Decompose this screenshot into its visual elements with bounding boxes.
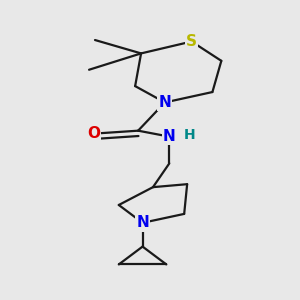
Text: O: O bbox=[87, 126, 100, 141]
Text: N: N bbox=[158, 95, 171, 110]
Text: H: H bbox=[184, 128, 195, 142]
Text: S: S bbox=[186, 34, 197, 49]
Text: N: N bbox=[136, 215, 149, 230]
Text: N: N bbox=[163, 129, 176, 144]
